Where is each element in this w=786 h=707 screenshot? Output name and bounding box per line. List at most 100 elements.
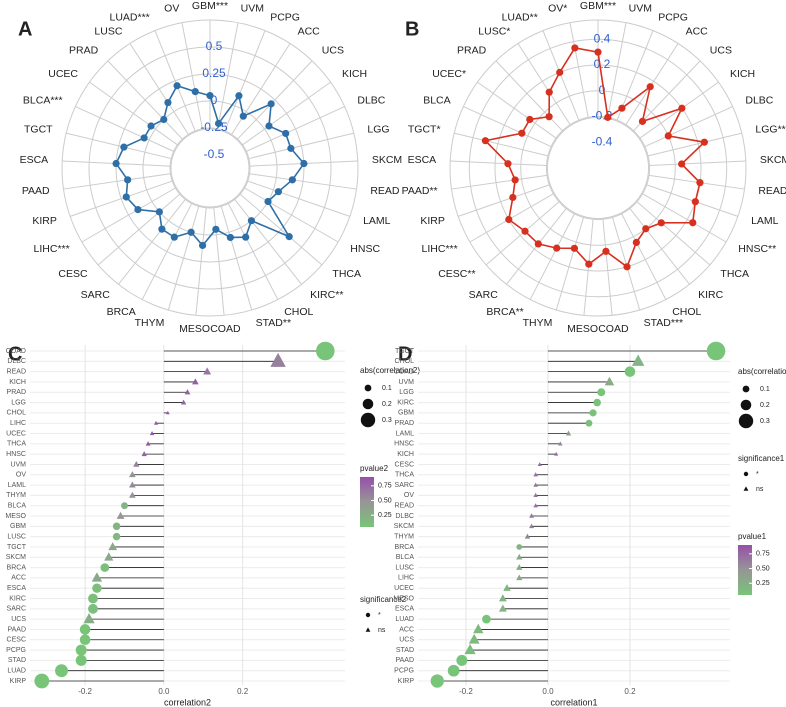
point [570,244,579,252]
point [180,399,187,405]
spoke [167,206,200,311]
point [505,215,513,224]
r-tick-label: -0.4 [592,134,613,148]
category-label: LUAD [7,668,26,675]
point [511,176,519,184]
category-label: BLCA [396,554,415,561]
point [140,134,148,142]
point [473,623,484,634]
category-label: LUAD** [502,11,538,23]
category-label: PAAD** [402,185,438,197]
category-label: LGG [11,399,26,406]
point [498,604,507,612]
category-label: MESO [567,323,598,335]
point [618,104,626,112]
category-label: BRCA** [486,306,523,318]
x-tick-label: 0.0 [542,687,554,696]
legend-label: 0.25 [756,580,770,587]
category-label: THYM [394,533,414,540]
point [112,522,121,531]
category-label: OV [164,3,179,15]
point [533,482,538,487]
point [264,197,272,206]
category-label: LAML [751,215,779,227]
category-label: READ [758,185,786,197]
category-label: LGG [367,124,389,136]
point [226,233,234,242]
point [112,532,121,541]
category-label: UCEC [48,68,78,80]
category-label: THCA [7,441,26,448]
category-label: ACC [399,626,414,633]
category-label: THCA [332,268,361,280]
category-label: BRCA [395,544,415,551]
point [104,552,114,561]
point [145,441,151,446]
point [509,193,517,202]
point [149,431,155,436]
point [164,98,172,107]
spoke [217,22,239,129]
category-label: READ [395,503,414,510]
spoke [621,213,667,300]
point [316,341,335,361]
category-label: ACC [298,25,321,37]
category-label: OV [16,472,26,479]
spoke [141,203,193,300]
point [447,664,460,677]
point [624,366,636,377]
point [285,233,293,241]
point [642,225,650,233]
category-label: MESO [5,513,26,520]
point [526,115,534,124]
category-label: STAD [396,647,414,654]
point [170,233,178,241]
point [657,219,665,227]
category-label: KIRP [398,678,415,685]
category-label: TGCT* [408,124,441,136]
category-label: LUSC* [478,25,510,37]
category-label: BLCA*** [23,94,63,106]
category-label: GBM [10,523,26,530]
point [646,83,654,91]
spoke [246,106,345,152]
spoke [463,106,552,148]
category-label: COAD [210,323,241,335]
legend-shape [365,612,371,618]
category-label: KICH [342,68,367,80]
legend-title: abs(correlation1) [738,367,786,376]
point [192,378,199,385]
category-label: SKCM** [760,154,786,166]
category-label: THYM [523,317,553,329]
category-label: LGG [399,389,414,396]
spoke [529,213,575,300]
x-axis-title: correlation1 [550,697,597,707]
point [533,472,538,477]
spoke [75,106,174,152]
point [116,511,125,519]
point [632,238,640,247]
point [631,354,645,366]
category-label: UCEC [394,585,414,592]
point [112,159,120,168]
category-label: STAD [8,657,26,664]
category-label: READ [7,368,26,375]
spoke [517,43,571,125]
point [481,137,490,145]
category-label: KICH [9,379,26,386]
point [545,88,553,96]
spoke [224,30,266,132]
r-tick-label: -0.5 [204,147,225,161]
category-label: UCS [11,616,26,623]
category-label: PCPG [394,668,414,675]
point [134,206,142,214]
category-label: PRAD [457,45,487,57]
category-label: HNSC [394,441,414,448]
spoke [63,173,171,190]
category-label: LUAD*** [110,11,150,23]
point [121,502,128,510]
spoke [642,193,727,243]
lollipop: -0.2 0.0 0.2 correlation2 COAD DLBC READ KICH PR… [5,341,420,707]
legend-label: 0.50 [756,565,770,572]
point [585,260,593,268]
